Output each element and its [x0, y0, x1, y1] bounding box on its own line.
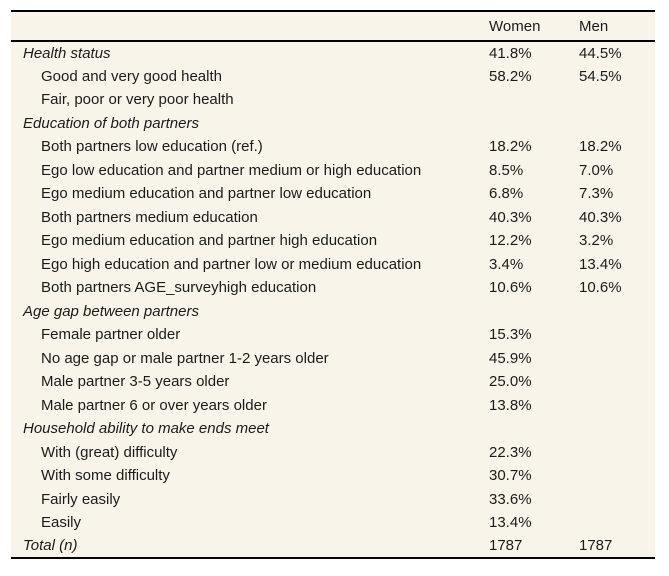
table-row: Education of both partners — [11, 112, 655, 136]
women-value: 10.6% — [489, 279, 532, 297]
row-label: Age gap between partners — [23, 302, 199, 320]
women-value: 6.8% — [489, 185, 524, 203]
women-value: 40.3% — [489, 208, 532, 226]
table-row: Ego medium education and partner low edu… — [11, 182, 655, 206]
row-label: With some difficulty — [41, 467, 170, 485]
row-label: Both partners AGE_surveyhigh education — [41, 279, 317, 297]
men-value: 40.3% — [579, 208, 622, 226]
women-value — [489, 112, 579, 136]
table-row: Both partners medium education 40.3% 40.… — [11, 206, 655, 230]
men-value — [579, 511, 655, 535]
men-value: 10.6% — [579, 279, 622, 297]
men-value: 18.2% — [579, 138, 622, 156]
men-value: 7.3% — [579, 185, 614, 203]
women-value: 45.9% — [489, 349, 532, 367]
men-value: 44.5% — [579, 44, 622, 62]
women-value: 22.3% — [489, 443, 532, 461]
men-value — [579, 347, 655, 371]
table-row: Age gap between partners — [11, 300, 655, 324]
table-row: Household ability to make ends meet — [11, 417, 655, 441]
table-row: Both partners low education (ref.) 18.2%… — [11, 135, 655, 159]
table-row: With some difficulty 30.7% — [11, 464, 655, 488]
men-value: 1787 — [579, 537, 613, 555]
men-value — [579, 417, 655, 441]
row-label: Ego low education and partner medium or … — [41, 161, 422, 179]
row-label: Ego high education and partner low or me… — [41, 255, 422, 273]
statistics-table: Women Men Health status 41.8% 44.5% Good… — [11, 10, 655, 559]
women-value: 1787 — [489, 537, 523, 555]
table-row: Easily 13.4% — [11, 511, 655, 535]
row-label: Good and very good health — [41, 67, 222, 85]
men-value — [579, 300, 655, 324]
row-label: Total (n) — [23, 537, 78, 555]
table-row: Total (n) 1787 1787 — [11, 535, 655, 559]
women-value: 8.5% — [489, 161, 524, 179]
men-value — [579, 488, 655, 512]
women-value: 33.6% — [489, 490, 532, 508]
women-value: 25.0% — [489, 373, 532, 391]
table-row: Male partner 3-5 years older 25.0% — [11, 370, 655, 394]
header-row: Women Men — [11, 11, 655, 41]
table-row: No age gap or male partner 1-2 years old… — [11, 347, 655, 371]
women-value: 58.2% — [489, 67, 532, 85]
men-value: 7.0% — [579, 161, 614, 179]
row-label: Fairly easily — [41, 490, 121, 508]
women-value: 15.3% — [489, 326, 532, 344]
row-label: Female partner older — [41, 326, 181, 344]
row-label: Fair, poor or very poor health — [41, 91, 234, 109]
row-label: No age gap or male partner 1-2 years old… — [41, 349, 329, 367]
men-value — [579, 88, 655, 112]
table-row: Fair, poor or very poor health — [11, 88, 655, 112]
women-value: 30.7% — [489, 467, 532, 485]
row-label: Both partners medium education — [41, 208, 258, 226]
table-row: Female partner older 15.3% — [11, 323, 655, 347]
table-row: Ego low education and partner medium or … — [11, 159, 655, 183]
row-label: Male partner 3-5 years older — [41, 373, 230, 391]
row-label: Ego medium education and partner low edu… — [41, 185, 372, 203]
women-value: 18.2% — [489, 138, 532, 156]
row-label: Both partners low education (ref.) — [41, 138, 263, 156]
men-value — [579, 441, 655, 465]
descriptive-statistics-table: Women Men Health status 41.8% 44.5% Good… — [11, 10, 655, 559]
men-value — [579, 323, 655, 347]
table-row: With (great) difficulty 22.3% — [11, 441, 655, 465]
row-label: Easily — [41, 514, 82, 532]
stub-column-header — [11, 11, 489, 41]
men-value: 54.5% — [579, 67, 622, 85]
row-label: Ego medium education and partner high ed… — [41, 232, 378, 250]
table-row: Ego high education and partner low or me… — [11, 253, 655, 277]
women-value: 13.8% — [489, 396, 532, 414]
women-value — [489, 417, 579, 441]
men-value — [579, 112, 655, 136]
table-row: Fairly easily 33.6% — [11, 488, 655, 512]
women-value: 13.4% — [489, 514, 532, 532]
men-value — [579, 394, 655, 418]
column-header-men: Men — [579, 17, 609, 35]
row-label: Household ability to make ends meet — [23, 420, 269, 438]
women-value: 41.8% — [489, 44, 532, 62]
men-value: 3.2% — [579, 232, 614, 250]
women-value — [489, 300, 579, 324]
row-label: Male partner 6 or over years older — [41, 396, 267, 414]
table-row: Ego medium education and partner high ed… — [11, 229, 655, 253]
women-value: 12.2% — [489, 232, 532, 250]
table-row: Good and very good health 58.2% 54.5% — [11, 65, 655, 89]
row-label: With (great) difficulty — [41, 443, 178, 461]
table-row: Health status 41.8% 44.5% — [11, 41, 655, 65]
women-value — [489, 88, 579, 112]
column-header-women: Women — [489, 17, 541, 35]
table-row: Both partners AGE_surveyhigh education 1… — [11, 276, 655, 300]
men-value — [579, 464, 655, 488]
men-value — [579, 370, 655, 394]
women-value: 3.4% — [489, 255, 524, 273]
row-label: Education of both partners — [23, 114, 199, 132]
table-row: Male partner 6 or over years older 13.8% — [11, 394, 655, 418]
men-value: 13.4% — [579, 255, 622, 273]
row-label: Health status — [23, 44, 111, 62]
